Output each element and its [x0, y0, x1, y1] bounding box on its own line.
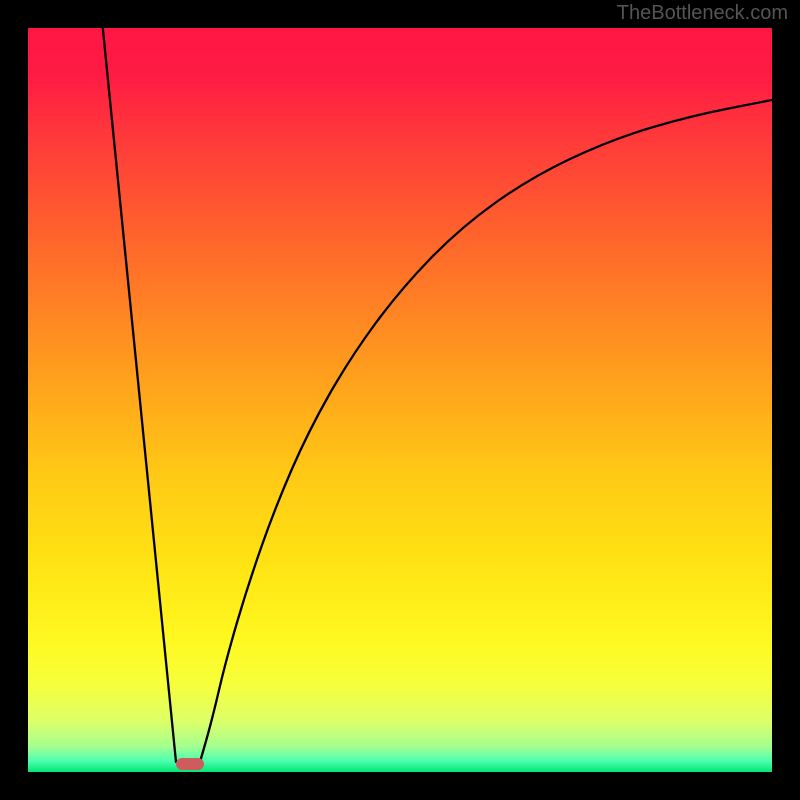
chart-container: TheBottleneck.com: [0, 0, 800, 800]
chart-svg: [0, 0, 800, 800]
watermark-text: TheBottleneck.com: [617, 2, 788, 25]
minimum-marker: [176, 758, 204, 770]
